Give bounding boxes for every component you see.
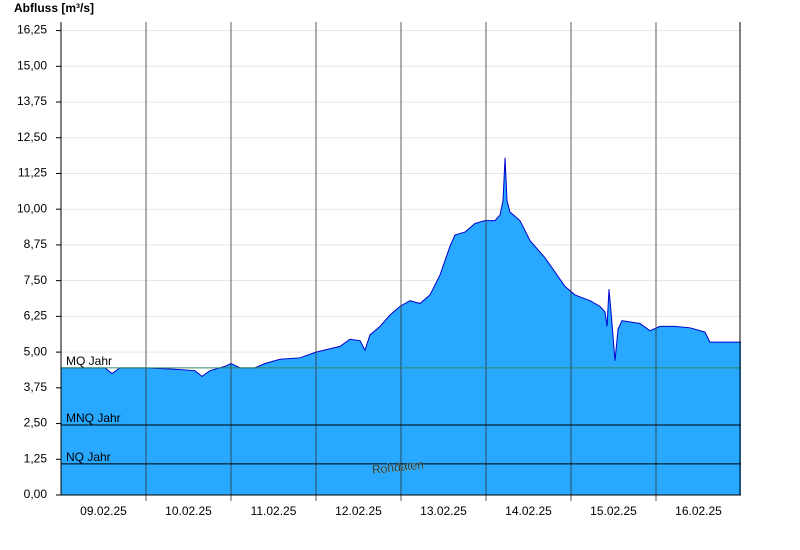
chart-title: Abfluss [m³/s] — [14, 1, 94, 15]
x-tick-label: 10.02.25 — [165, 504, 212, 518]
y-tick-label: 13,75 — [17, 94, 47, 108]
x-tick-label: 16.02.25 — [675, 504, 722, 518]
y-tick-label: 12,50 — [17, 130, 47, 144]
y-tick-label: 0,00 — [24, 487, 48, 501]
y-tick-label: 16,25 — [17, 23, 47, 37]
reference-label: MQ Jahr — [66, 354, 112, 368]
reference-label: NQ Jahr — [66, 450, 111, 464]
x-tick-label: 14.02.25 — [505, 504, 552, 518]
x-tick-label: 09.02.25 — [80, 504, 127, 518]
y-tick-label: 8,75 — [24, 237, 48, 251]
y-tick-label: 7,50 — [24, 273, 48, 287]
y-tick-label: 5,00 — [24, 344, 48, 358]
y-tick-label: 1,25 — [24, 451, 48, 465]
x-tick-label: 11.02.25 — [251, 504, 297, 518]
x-tick-label: 12.02.25 — [335, 504, 382, 518]
line — [61, 157, 741, 378]
y-tick-label: 11,25 — [18, 166, 47, 180]
x-tick-label: 15.02.25 — [590, 504, 637, 518]
y-tick-label: 15,00 — [17, 58, 47, 72]
x-tick-label: 13.02.25 — [420, 504, 467, 518]
annotation: Rohdaten — [371, 457, 424, 476]
y-tick-label: 3,75 — [24, 380, 48, 394]
y-tick-label: 10,00 — [17, 201, 47, 215]
y-tick-label: 6,25 — [24, 309, 48, 323]
y-tick-label: 2,50 — [24, 416, 48, 430]
reference-label: MNQ Jahr — [66, 411, 121, 425]
